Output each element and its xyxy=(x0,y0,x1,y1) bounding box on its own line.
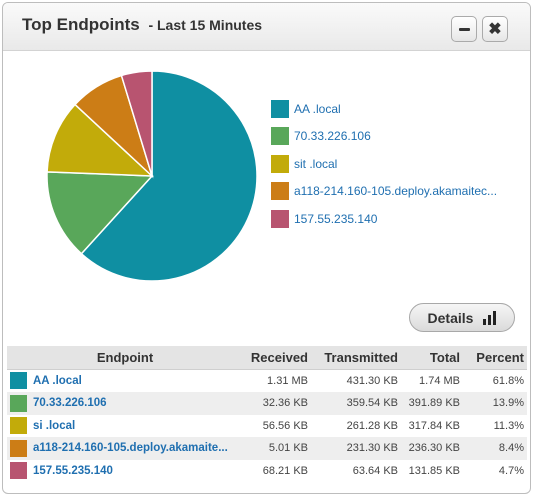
row-color-swatch xyxy=(10,372,27,390)
legend-label: 70.33.226.106 xyxy=(294,129,371,144)
legend-item[interactable]: sit .local xyxy=(271,150,497,178)
close-icon: ✖ xyxy=(488,21,502,38)
legend-item[interactable]: 157.55.235.140 xyxy=(271,205,497,233)
transmitted-cell: 261.28 KB xyxy=(311,414,401,437)
legend-swatch xyxy=(271,209,289,228)
percent-cell: 61.8% xyxy=(463,369,527,392)
column-header-endpoint[interactable]: Endpoint xyxy=(7,346,243,370)
endpoint-cell: AA .local xyxy=(7,369,243,392)
transmitted-cell: 431.30 KB xyxy=(311,369,401,392)
total-cell: 131.85 KB xyxy=(401,459,463,482)
endpoint-cell: 70.33.226.106 xyxy=(7,392,243,415)
legend-item[interactable]: 70.33.226.106 xyxy=(271,123,497,151)
pie-slice-2[interactable] xyxy=(46,171,154,255)
legend-item[interactable]: a118-214.160-105.deploy.akamaitec... xyxy=(271,178,497,206)
pie-slice-5[interactable] xyxy=(120,70,153,177)
legend-swatch xyxy=(271,182,289,201)
pie-slice-3[interactable] xyxy=(46,103,154,177)
total-cell: 391.89 KB xyxy=(401,392,463,415)
legend-item[interactable]: AA .local xyxy=(271,95,497,123)
transmitted-cell: 231.30 KB xyxy=(311,437,401,460)
details-label: Details xyxy=(427,309,474,326)
minimize-icon xyxy=(458,27,470,31)
chart-legend: AA .local 70.33.226.106 sit .local a118-214… xyxy=(271,95,497,233)
legend-swatch xyxy=(271,154,289,173)
received-cell: 68.21 KB xyxy=(243,459,311,482)
received-cell: 1.31 MB xyxy=(243,369,311,392)
transmitted-cell: 359.54 KB xyxy=(311,392,401,415)
endpoint-cell: si .local xyxy=(7,414,243,437)
transmitted-cell: 63.64 KB xyxy=(311,459,401,482)
endpoints-table: Endpoint Received Transmitted Total Perc… xyxy=(7,346,527,482)
widget-title: Top Endpoints - Last 15 Minutes xyxy=(22,15,262,35)
table-row[interactable]: 157.55.235.140 68.21 KB 63.64 KB 131.85 KB 4… xyxy=(7,459,527,482)
legend-swatch xyxy=(271,127,289,146)
percent-cell: 13.9% xyxy=(463,392,527,415)
percent-cell: 4.7% xyxy=(463,459,527,482)
legend-label: sit .local xyxy=(294,156,338,171)
total-cell: 317.84 KB xyxy=(401,414,463,437)
total-cell: 1.74 MB xyxy=(401,369,463,392)
table-row[interactable]: a118-214.160-105.deploy.akamaite... 5.01 … xyxy=(7,437,527,460)
row-color-swatch xyxy=(10,462,27,480)
widget-title-text: Top Endpoints xyxy=(22,15,140,34)
legend-label: AA .local xyxy=(294,101,341,116)
row-color-swatch xyxy=(10,394,27,412)
minimize-button[interactable] xyxy=(451,16,477,42)
details-button[interactable]: Details xyxy=(409,303,515,332)
percent-cell: 11.3% xyxy=(463,414,527,437)
endpoint-cell: a118-214.160-105.deploy.akamaite... xyxy=(7,437,243,460)
table-header-row: Endpoint Received Transmitted Total Perc… xyxy=(7,346,527,370)
close-button[interactable]: ✖ xyxy=(482,16,508,42)
column-header-total[interactable]: Total xyxy=(401,346,463,370)
endpoint-link[interactable]: 70.33.226.106 xyxy=(33,397,107,410)
received-cell: 5.01 KB xyxy=(243,437,311,460)
received-cell: 32.36 KB xyxy=(243,392,311,415)
legend-label: a118-214.160-105.deploy.akamaitec... xyxy=(294,184,498,199)
endpoint-link[interactable]: AA .local xyxy=(33,374,82,387)
column-header-percent[interactable]: Percent xyxy=(463,346,527,370)
endpoint-link[interactable]: si .local xyxy=(33,419,76,432)
pie-slice-1[interactable] xyxy=(80,70,258,282)
column-header-received[interactable]: Received xyxy=(243,346,311,370)
endpoint-link[interactable]: a118-214.160-105.deploy.akamaite... xyxy=(33,442,228,455)
endpoint-cell: 157.55.235.140 xyxy=(7,459,243,482)
row-color-swatch xyxy=(10,417,27,435)
legend-label: 157.55.235.140 xyxy=(294,211,378,226)
column-header-transmitted[interactable]: Transmitted xyxy=(311,346,401,370)
table-row[interactable]: AA .local 1.31 MB 431.30 KB 1.74 MB 61.8% xyxy=(7,369,527,392)
percent-cell: 8.4% xyxy=(463,437,527,460)
widget-subtitle: - Last 15 Minutes xyxy=(148,17,263,33)
table-row[interactable]: 70.33.226.106 32.36 KB 359.54 KB 391.89 KB 1… xyxy=(7,392,527,415)
total-cell: 236.30 KB xyxy=(401,437,463,460)
bar-chart-icon xyxy=(483,310,497,325)
widget-header: Top Endpoints - Last 15 Minutes ✖ xyxy=(3,3,530,51)
row-color-swatch xyxy=(10,439,27,457)
endpoints-pie-chart[interactable] xyxy=(45,69,259,283)
received-cell: 56.56 KB xyxy=(243,414,311,437)
legend-swatch xyxy=(271,99,289,118)
table-row[interactable]: si .local 56.56 KB 261.28 KB 317.84 KB 11.3% xyxy=(7,414,527,437)
endpoint-link[interactable]: 157.55.235.140 xyxy=(33,464,113,477)
